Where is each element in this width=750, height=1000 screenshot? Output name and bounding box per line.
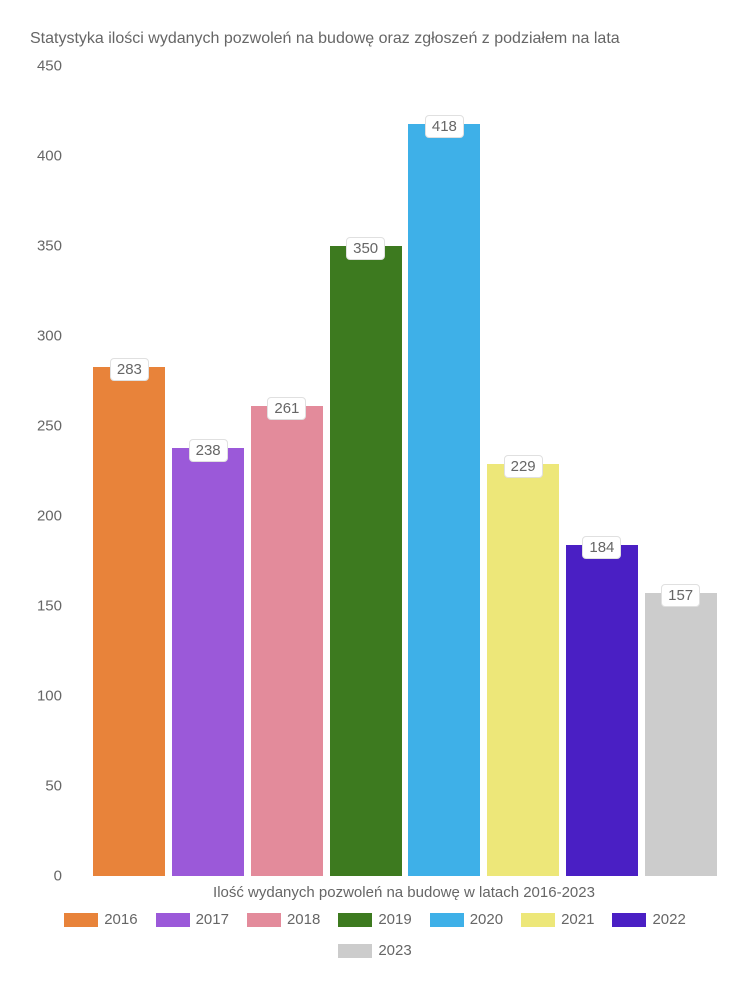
y-tick: 150 — [37, 598, 62, 615]
legend-label: 2017 — [196, 911, 229, 928]
legend-item: 2016 — [64, 911, 137, 928]
legend-label: 2022 — [652, 911, 685, 928]
y-tick: 250 — [37, 418, 62, 435]
plot-area: 050100150200250300350400450 283238261350… — [78, 66, 720, 876]
bar-value-label: 283 — [110, 358, 149, 381]
y-tick: 300 — [37, 328, 62, 345]
legend-label: 2018 — [287, 911, 320, 928]
legend-swatch — [247, 913, 281, 927]
legend-swatch — [338, 944, 372, 958]
legend-item: 2023 — [338, 942, 411, 959]
y-tick: 350 — [37, 238, 62, 255]
bar-value-label: 418 — [425, 115, 464, 138]
y-tick: 50 — [45, 778, 62, 795]
bar — [645, 593, 717, 876]
bar-wrap: 283 — [90, 358, 169, 876]
bars-group: 283 238 261 350 418 229 184 157 — [78, 66, 720, 876]
legend-label: 2023 — [378, 942, 411, 959]
legend-swatch — [64, 913, 98, 927]
x-axis-label: Ilość wydanych pozwoleń na budowę w lata… — [78, 884, 730, 901]
bar-value-label: 157 — [661, 584, 700, 607]
bar-wrap: 184 — [563, 536, 642, 876]
legend-label: 2020 — [470, 911, 503, 928]
y-tick: 100 — [37, 688, 62, 705]
legend-item: 2019 — [338, 911, 411, 928]
legend-item: 2017 — [156, 911, 229, 928]
y-tick: 200 — [37, 508, 62, 525]
legend-swatch — [156, 913, 190, 927]
y-axis: 050100150200250300350400450 — [20, 66, 70, 876]
legend-item: 2018 — [247, 911, 320, 928]
bar-value-label: 350 — [346, 237, 385, 260]
bar — [251, 406, 323, 876]
legend-swatch — [521, 913, 555, 927]
bar — [93, 367, 165, 876]
y-tick: 400 — [37, 148, 62, 165]
legend: 2016 2017 2018 2019 2020 2021 2022 2023 — [20, 911, 730, 959]
bar-value-label: 229 — [504, 455, 543, 478]
legend-swatch — [430, 913, 464, 927]
legend-item: 2022 — [612, 911, 685, 928]
bar — [566, 545, 638, 876]
bar — [487, 464, 559, 876]
legend-item: 2020 — [430, 911, 503, 928]
y-tick: 450 — [37, 58, 62, 75]
y-tick: 0 — [54, 868, 62, 885]
bar-value-label: 238 — [189, 439, 228, 462]
bar-wrap: 261 — [248, 397, 327, 876]
legend-swatch — [338, 913, 372, 927]
bar — [172, 448, 244, 876]
bar-wrap: 350 — [326, 237, 405, 876]
chart-container: Statystyka ilości wydanych pozwoleń na b… — [0, 0, 750, 1000]
bar-value-label: 261 — [267, 397, 306, 420]
bar-value-label: 184 — [582, 536, 621, 559]
legend-item: 2021 — [521, 911, 594, 928]
bar-wrap: 157 — [641, 584, 720, 876]
bar-wrap: 418 — [405, 115, 484, 876]
legend-label: 2019 — [378, 911, 411, 928]
legend-swatch — [612, 913, 646, 927]
bar — [408, 124, 480, 876]
legend-label: 2016 — [104, 911, 137, 928]
bar — [330, 246, 402, 876]
chart-title: Statystyka ilości wydanych pozwoleń na b… — [30, 30, 730, 48]
bar-wrap: 238 — [169, 439, 248, 876]
legend-label: 2021 — [561, 911, 594, 928]
bar-wrap: 229 — [484, 455, 563, 876]
